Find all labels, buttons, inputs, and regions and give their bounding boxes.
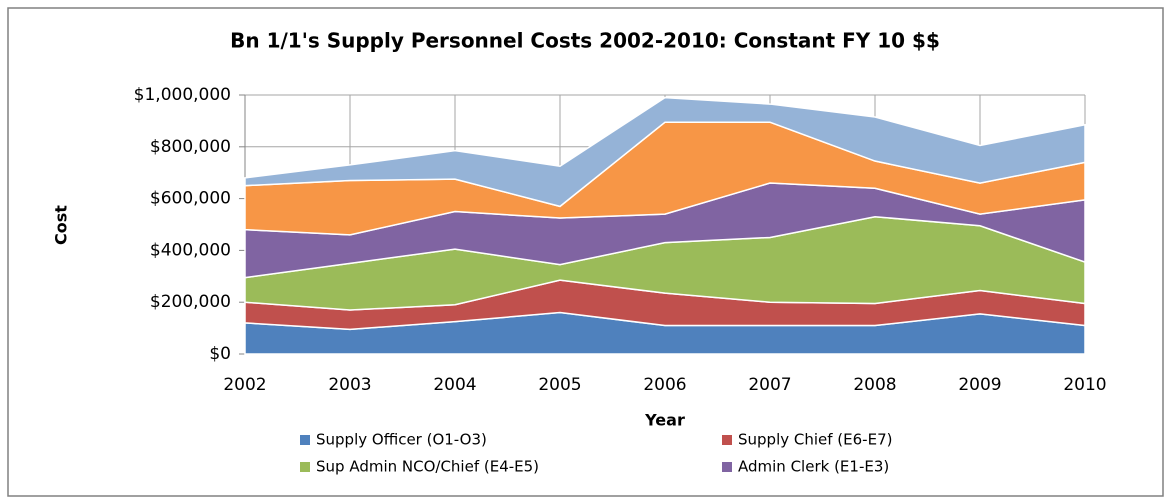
legend-label: Admin Clerk (E1-E3) [738, 458, 889, 476]
x-tick-label: 2006 [643, 375, 686, 395]
x-tick-label: 2008 [853, 375, 896, 395]
x-tick-label: 2010 [1063, 375, 1106, 395]
x-axis-label: Year [644, 411, 685, 430]
legend-label: Supply Officer (O1-O3) [316, 431, 487, 449]
y-axis-label: Cost [52, 205, 71, 245]
legend-label: Supply Chief (E6-E7) [738, 431, 892, 449]
y-tick-label: $0 [209, 344, 231, 364]
legend-swatch [300, 462, 310, 472]
y-tick-label: $400,000 [150, 240, 231, 260]
legend-swatch [722, 435, 732, 445]
x-tick-label: 2009 [958, 375, 1001, 395]
x-tick-label: 2005 [538, 375, 581, 395]
x-tick-label: 2003 [328, 375, 371, 395]
y-tick-label: $800,000 [150, 137, 231, 157]
legend-swatch [722, 462, 732, 472]
legend-label: Sup Admin NCO/Chief (E4-E5) [316, 458, 539, 476]
y-tick-label: $200,000 [150, 292, 231, 312]
y-tick-label: $1,000,000 [134, 85, 231, 105]
x-tick-label: 2002 [223, 375, 266, 395]
x-tick-label: 2004 [433, 375, 476, 395]
x-tick-label: 2007 [748, 375, 791, 395]
chart-title: Bn 1/1's Supply Personnel Costs 2002-201… [230, 29, 940, 53]
area [244, 96, 1086, 208]
legend-swatch [300, 435, 310, 445]
y-tick-label: $600,000 [150, 189, 231, 209]
